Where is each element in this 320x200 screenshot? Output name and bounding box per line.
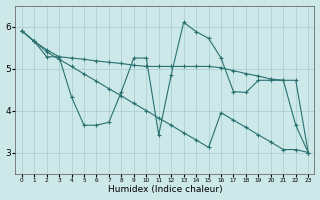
X-axis label: Humidex (Indice chaleur): Humidex (Indice chaleur) [108, 185, 222, 194]
